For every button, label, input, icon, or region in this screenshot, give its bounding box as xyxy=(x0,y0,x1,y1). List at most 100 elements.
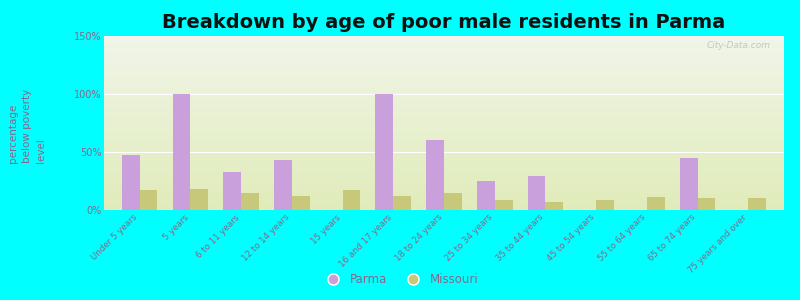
Bar xyxy=(104,111,784,112)
Bar xyxy=(104,163,784,165)
Bar xyxy=(647,197,665,210)
Bar xyxy=(104,116,784,118)
Bar xyxy=(749,198,766,210)
Bar xyxy=(104,88,784,90)
Bar xyxy=(104,132,784,134)
Bar xyxy=(104,83,784,85)
Bar xyxy=(104,179,784,180)
Text: percentage
below poverty
level: percentage below poverty level xyxy=(8,89,46,163)
Bar xyxy=(104,123,784,125)
Bar xyxy=(104,41,784,43)
Bar xyxy=(122,155,139,210)
Bar xyxy=(104,67,784,69)
Bar xyxy=(104,112,784,114)
Bar xyxy=(104,186,784,188)
Bar xyxy=(104,97,784,99)
Bar xyxy=(104,57,784,58)
Bar xyxy=(104,99,784,100)
Bar xyxy=(104,161,784,163)
Bar xyxy=(104,48,784,50)
Bar xyxy=(104,151,784,153)
Bar xyxy=(104,78,784,80)
Bar xyxy=(104,135,784,137)
Bar xyxy=(104,139,784,140)
Bar xyxy=(104,62,784,64)
Bar xyxy=(104,125,784,127)
Bar xyxy=(104,189,784,191)
Bar xyxy=(104,127,784,128)
Bar xyxy=(680,158,698,210)
Bar xyxy=(104,38,784,40)
Bar xyxy=(104,95,784,97)
Bar xyxy=(104,158,784,160)
Bar xyxy=(104,160,784,161)
Bar xyxy=(104,121,784,123)
Bar xyxy=(104,144,784,146)
Bar xyxy=(104,154,784,156)
Bar xyxy=(104,156,784,158)
Bar xyxy=(104,102,784,104)
Bar xyxy=(104,58,784,60)
Bar xyxy=(104,201,784,203)
Bar xyxy=(104,119,784,121)
Bar xyxy=(104,66,784,67)
Bar xyxy=(596,200,614,210)
Bar xyxy=(104,69,784,71)
Bar xyxy=(104,90,784,92)
Bar xyxy=(342,190,360,210)
Bar xyxy=(698,198,715,210)
Bar xyxy=(104,107,784,109)
Bar xyxy=(104,165,784,167)
Bar xyxy=(104,64,784,66)
Bar xyxy=(104,71,784,73)
Bar xyxy=(104,85,784,86)
Bar xyxy=(104,106,784,107)
Bar xyxy=(139,190,158,210)
Bar xyxy=(104,208,784,210)
Bar xyxy=(104,130,784,132)
Bar xyxy=(104,188,784,189)
Bar xyxy=(104,86,784,88)
Bar xyxy=(223,172,241,210)
Bar xyxy=(104,177,784,179)
Bar xyxy=(104,114,784,116)
Bar xyxy=(104,134,784,135)
Bar xyxy=(104,100,784,102)
Bar xyxy=(104,140,784,142)
Bar xyxy=(104,40,784,41)
Bar xyxy=(104,104,784,106)
Bar xyxy=(104,194,784,196)
Bar xyxy=(104,93,784,95)
Bar xyxy=(104,92,784,93)
Bar xyxy=(104,55,784,57)
Bar xyxy=(104,60,784,62)
Bar xyxy=(104,184,784,186)
Bar xyxy=(104,147,784,149)
Bar xyxy=(241,193,258,210)
Bar xyxy=(104,80,784,81)
Bar xyxy=(104,205,784,206)
Bar xyxy=(104,46,784,48)
Bar xyxy=(104,198,784,200)
Bar xyxy=(104,118,784,119)
Bar xyxy=(190,189,208,210)
Bar xyxy=(104,191,784,193)
Bar xyxy=(173,94,190,210)
Bar xyxy=(104,76,784,78)
Bar xyxy=(394,196,411,210)
Bar xyxy=(104,203,784,205)
Bar xyxy=(104,146,784,147)
Bar xyxy=(104,74,784,76)
Bar xyxy=(104,45,784,46)
Bar xyxy=(104,73,784,74)
Bar xyxy=(104,50,784,52)
Bar xyxy=(104,175,784,177)
Bar xyxy=(104,182,784,184)
Bar xyxy=(104,173,784,175)
Bar xyxy=(104,137,784,139)
Bar xyxy=(104,193,784,194)
Bar xyxy=(104,36,784,38)
Bar xyxy=(426,140,444,210)
Bar xyxy=(546,202,563,210)
Bar xyxy=(104,81,784,83)
